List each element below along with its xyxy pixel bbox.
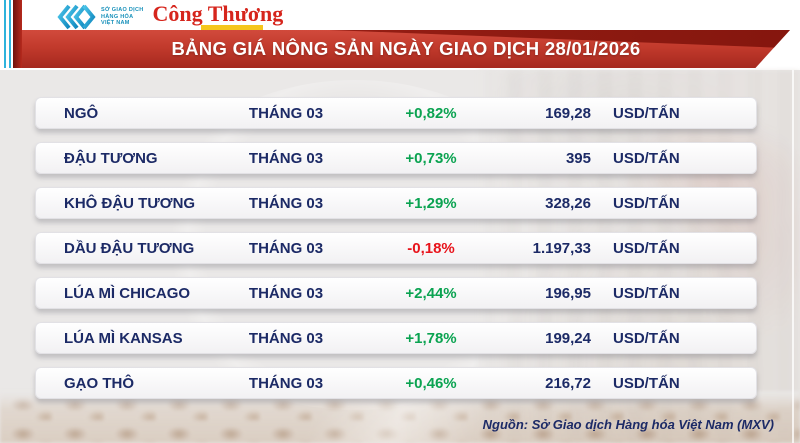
price-table: NGÔ THÁNG 03 +0,82% 169,28 USD/TẤN ĐẬU T… (35, 97, 757, 412)
commodity-name: KHÔ ĐẬU TƯƠNG (64, 194, 196, 212)
mxv-logo-line: HÀNG HÓA (101, 13, 134, 20)
commodity-name: LÚA MÌ KANSAS (64, 329, 183, 347)
price-value: 196,95 (545, 284, 591, 302)
price-unit: USD/TẤN (613, 149, 680, 167)
price-unit: USD/TẤN (613, 194, 680, 212)
table-row: KHÔ ĐẬU TƯƠNG THÁNG 03 +1,29% 328,26 USD… (35, 187, 757, 219)
page-title: BẢNG GIÁ NÔNG SẢN NGÀY GIAO DỊCH 28/01/2… (171, 38, 641, 59)
change-percent: +0,46% (405, 374, 457, 392)
price-value: 395 (565, 149, 591, 167)
contract-month: THÁNG 03 (248, 329, 324, 347)
table-row: ĐẬU TƯƠNG THÁNG 03 +0,73% 395 USD/TẤN (35, 142, 757, 174)
change-percent: +0,73% (405, 149, 457, 167)
table-row: DẦU ĐẬU TƯƠNG THÁNG 03 -0,18% 1.197,33 U… (35, 232, 757, 264)
contract-month: THÁNG 03 (248, 194, 324, 212)
change-percent: +1,78% (405, 329, 457, 347)
price-value: 216,72 (545, 374, 591, 392)
change-percent: +2,44% (405, 284, 457, 302)
commodity-name: LÚA MÌ CHICAGO (64, 284, 191, 302)
price-unit: USD/TẤN (613, 104, 680, 122)
commodity-name: ĐẬU TƯƠNG (64, 149, 158, 167)
price-value: 169,28 (545, 104, 591, 122)
price-unit: USD/TẤN (613, 374, 680, 392)
price-unit: USD/TẤN (613, 239, 680, 257)
congthuong-yellow-strip (200, 25, 263, 30)
contract-month: THÁNG 03 (248, 149, 324, 167)
mxv-chevron-icon (57, 4, 96, 30)
header-logos: SỞ GIAO DỊCH HÀNG HÓA VIỆT NAM Công Thươ… (56, 3, 283, 31)
left-cyan-stripe (4, 0, 11, 68)
congthuong-logo-text: Công Thương (152, 1, 284, 26)
left-darkred-stripe (13, 0, 22, 68)
mxv-logo-text: SỞ GIAO DỊCH HÀNG HÓA VIỆT NAM (101, 7, 144, 27)
contract-month: THÁNG 03 (248, 284, 324, 302)
contract-month: THÁNG 03 (248, 239, 324, 257)
change-percent: -0,18% (407, 239, 455, 257)
price-value: 1.197,33 (532, 239, 591, 257)
table-row: LÚA MÌ KANSAS THÁNG 03 +1,78% 199,24 USD… (35, 322, 757, 354)
source-caption: Nguồn: Sở Giao dịch Hàng hóa Việt Nam (M… (482, 417, 774, 432)
contract-month: THÁNG 03 (248, 104, 324, 122)
mxv-logo-line: VIỆT NAM (101, 20, 130, 27)
title-banner: BẢNG GIÁ NÔNG SẢN NGÀY GIAO DỊCH 28/01/2… (22, 30, 790, 68)
table-row: LÚA MÌ CHICAGO THÁNG 03 +2,44% 196,95 US… (35, 277, 757, 309)
right-edge-highlight (792, 70, 794, 443)
price-value: 199,24 (545, 329, 591, 347)
commodity-name: NGÔ (64, 104, 99, 122)
table-row: GẠO THÔ THÁNG 03 +0,46% 216,72 USD/TẤN (35, 367, 757, 399)
price-unit: USD/TẤN (613, 329, 680, 347)
contract-month: THÁNG 03 (248, 374, 324, 392)
background-photo-grains (0, 391, 800, 443)
commodity-name: GẠO THÔ (64, 374, 134, 392)
price-value: 328,26 (545, 194, 591, 212)
congthuong-logo: Công Thương (152, 1, 284, 30)
change-percent: +0,82% (405, 104, 457, 122)
mxv-logo-line: SỞ GIAO DỊCH (101, 7, 144, 14)
change-percent: +1,29% (405, 194, 457, 212)
commodity-name: DẦU ĐẬU TƯƠNG (64, 239, 195, 257)
table-row: NGÔ THÁNG 03 +0,82% 169,28 USD/TẤN (35, 97, 757, 129)
price-unit: USD/TẤN (613, 284, 680, 302)
